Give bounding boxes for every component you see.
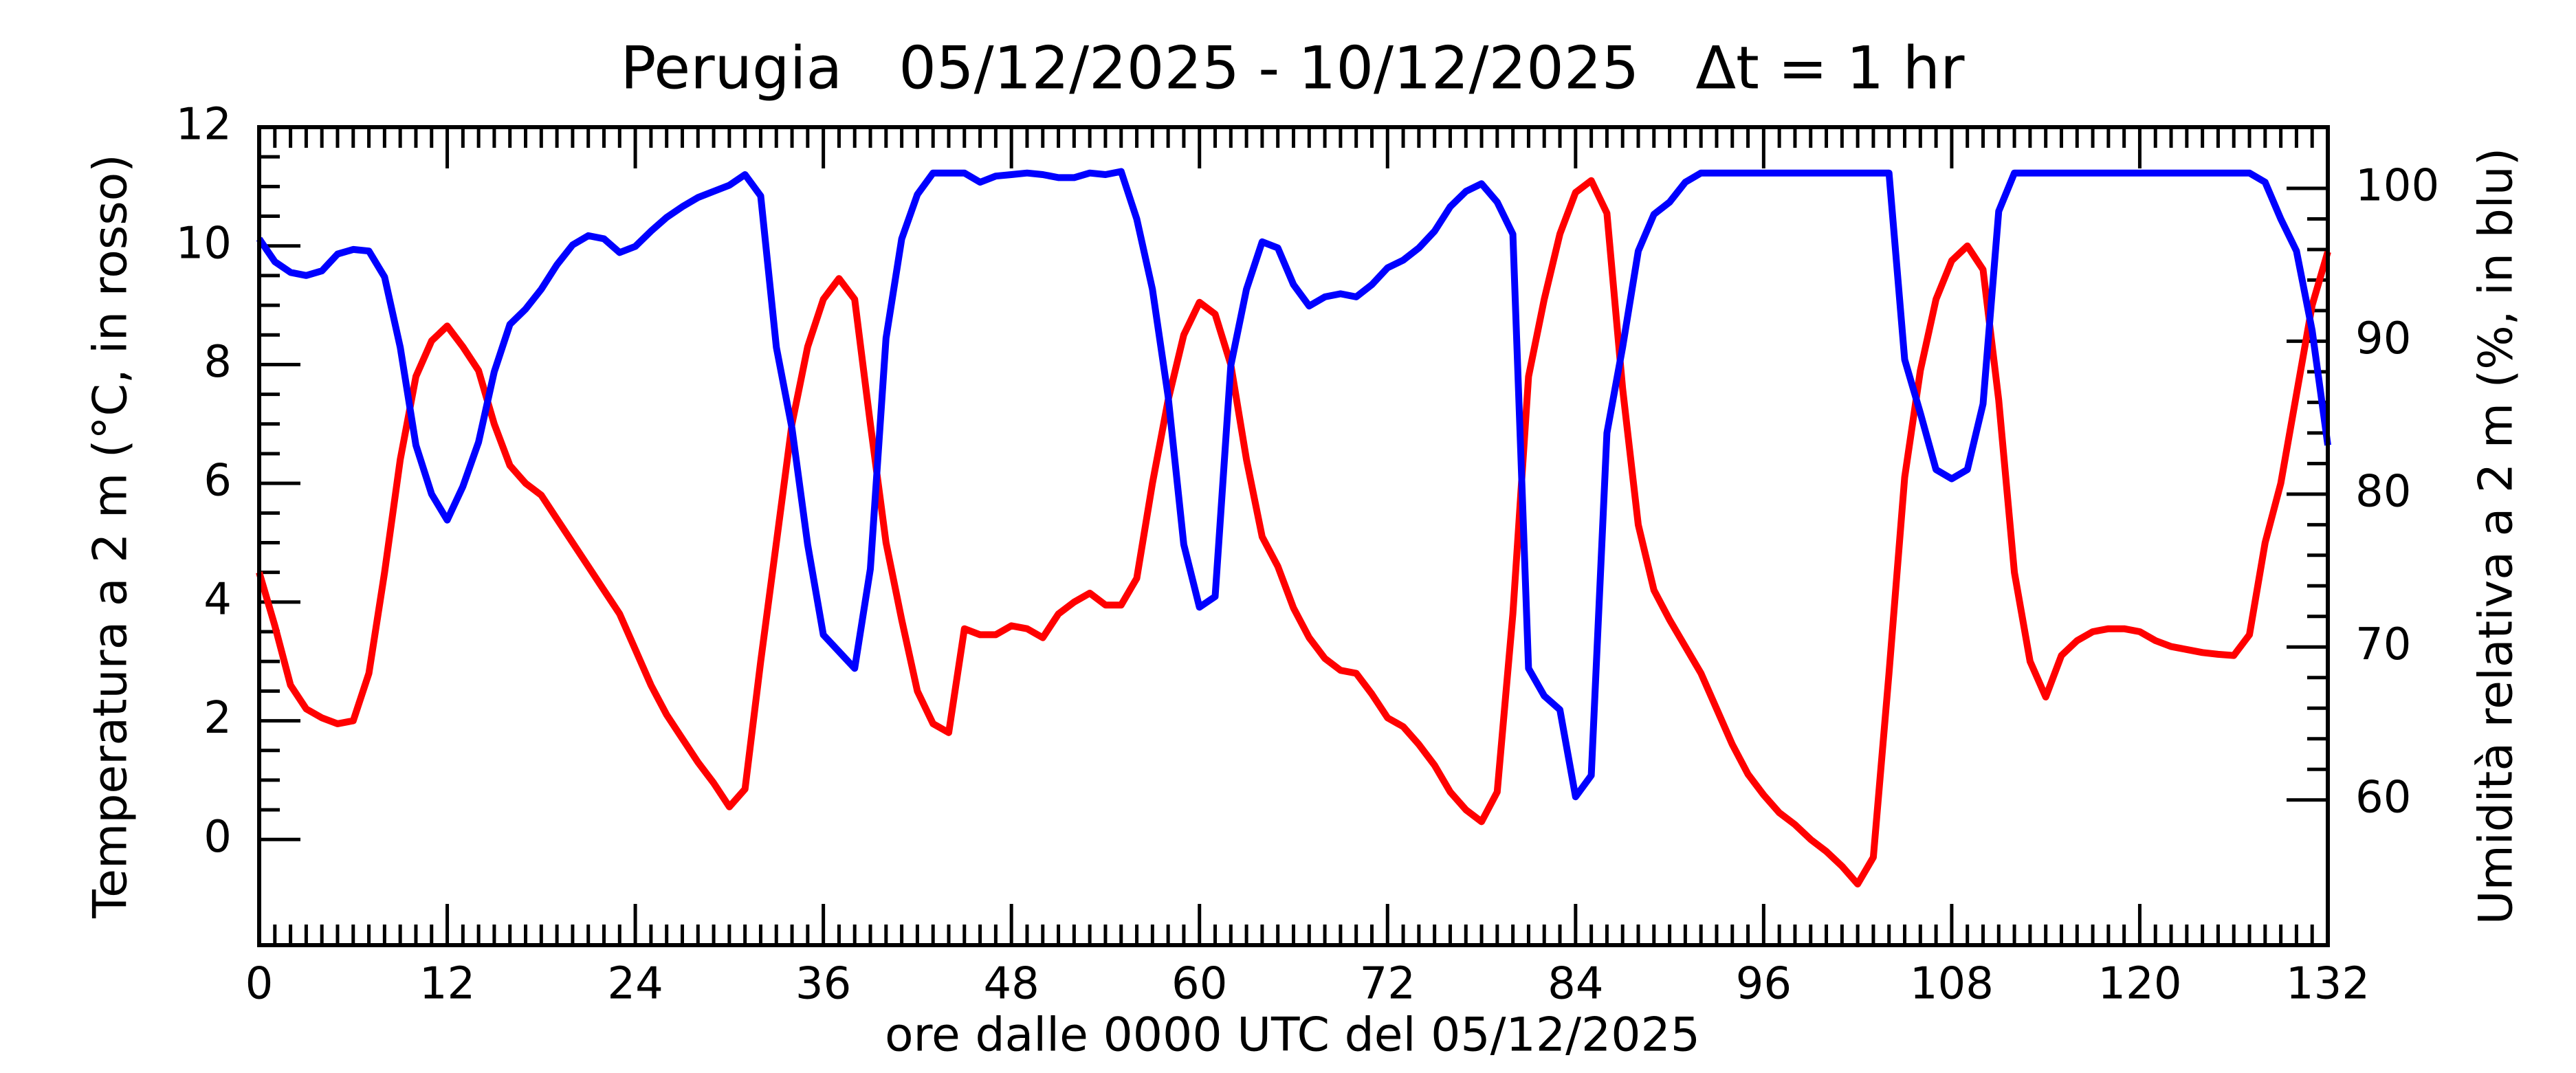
y-axis-label: Temperatura a 2 m (°C, in rosso) [84,154,138,919]
x-tick-label: 36 [795,959,851,1010]
x-tick-label: 24 [607,959,663,1010]
y2-axis-label: Umidità relativa a 2 m (%, in blu) [2469,148,2524,925]
y2-tick-label: 70 [2355,619,2411,670]
chart-title: Perugia 05/12/2025 - 10/12/2025 Δt = 1 h… [620,34,1965,102]
x-tick-label: 48 [983,959,1039,1010]
x-tick-label: 132 [2286,959,2370,1010]
y2-tick-label: 80 [2355,466,2411,517]
data-line [256,177,2331,888]
x-tick-label: 120 [2098,959,2181,1010]
y2-tick-label: 60 [2355,772,2411,823]
y-tick-label: 8 [203,337,232,388]
data-line [256,168,2331,801]
x-tick-label: 108 [1910,959,1994,1010]
y-tick-label: 10 [176,218,232,269]
y2-tick-label: 100 [2355,161,2439,212]
y-tick-label: 2 [203,693,232,744]
y-tick-label: 6 [203,456,232,507]
x-tick-label: 12 [419,959,475,1010]
x-tick-label: 60 [1171,959,1227,1010]
y-tick-label: 4 [203,574,232,625]
y2-tick-label: 90 [2355,313,2411,364]
y-tick-label: 0 [203,812,232,863]
x-axis-label: ore dalle 0000 UTC del 05/12/2025 [885,1008,1700,1063]
x-tick-label: 0 [245,959,274,1010]
x-tick-label: 96 [1736,959,1792,1010]
x-tick-label: 72 [1360,959,1416,1010]
plot-frame [257,125,2330,947]
x-tick-label: 84 [1548,959,1603,1010]
y-tick-label: 12 [176,100,232,151]
